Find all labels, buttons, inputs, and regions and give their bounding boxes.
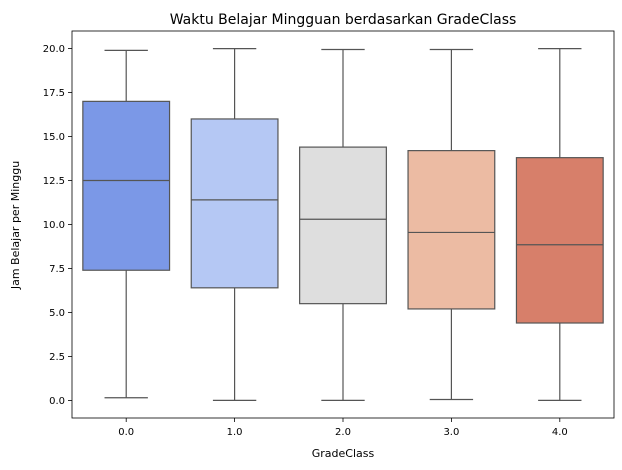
- y-tick-label: 7.5: [49, 264, 65, 275]
- y-tick-label: 0.0: [49, 396, 65, 407]
- box-body: [190, 118, 279, 289]
- box-group-1-0: [190, 47, 279, 402]
- box-body: [82, 100, 171, 271]
- y-tick-label: 2.5: [49, 352, 65, 363]
- y-tick-label: 5.0: [49, 308, 65, 319]
- x-tick-label: 0.0: [118, 427, 134, 438]
- y-axis: 0.0 2.5 5.0 7.5 10.0 12.5 15.0 17.5 20.0: [43, 44, 72, 407]
- box-group-3-0: [407, 48, 496, 401]
- y-tick-label: 20.0: [43, 44, 65, 55]
- x-tick-label: 4.0: [552, 427, 568, 438]
- box-body: [407, 150, 496, 310]
- box-body: [515, 157, 604, 324]
- y-tick-label: 10.0: [43, 220, 65, 231]
- plot-area: [82, 47, 604, 402]
- y-tick-label: 15.0: [43, 132, 65, 143]
- box-group-0-0: [82, 49, 171, 399]
- y-axis-label: Jam Belajar per Minggu: [9, 161, 22, 290]
- box-body: [299, 146, 387, 305]
- x-tick-label: 3.0: [443, 427, 459, 438]
- x-tick-label: 1.0: [227, 427, 243, 438]
- x-tick-label: 2.0: [335, 427, 351, 438]
- y-tick-label: 12.5: [43, 176, 65, 187]
- x-axis-label: GradeClass: [312, 447, 375, 460]
- y-tick-label: 17.5: [43, 88, 65, 99]
- chart-title: Waktu Belajar Mingguan berdasarkan Grade…: [170, 12, 517, 28]
- box-group-4-0: [515, 47, 604, 402]
- x-axis: 0.0 1.0 2.0 3.0 4.0: [118, 418, 568, 438]
- box-group-2-0: [299, 48, 387, 402]
